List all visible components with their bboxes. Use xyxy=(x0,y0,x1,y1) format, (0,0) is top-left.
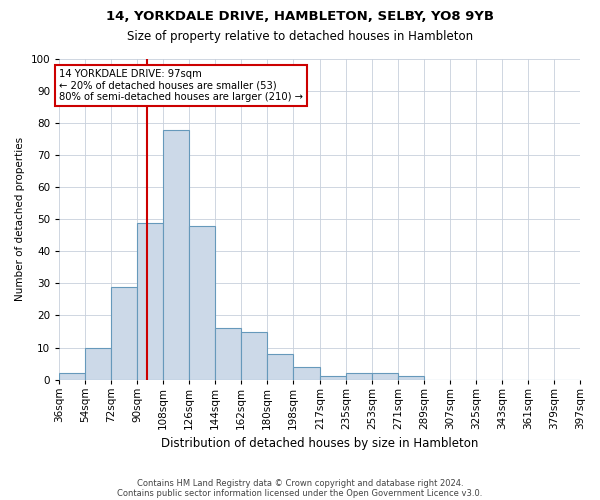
Bar xyxy=(137,222,163,380)
Bar xyxy=(111,286,137,380)
Text: 14 YORKDALE DRIVE: 97sqm
← 20% of detached houses are smaller (53)
80% of semi-d: 14 YORKDALE DRIVE: 97sqm ← 20% of detach… xyxy=(59,68,303,102)
Bar xyxy=(59,373,85,380)
Bar xyxy=(320,376,346,380)
Bar xyxy=(398,376,424,380)
Bar xyxy=(241,332,267,380)
X-axis label: Distribution of detached houses by size in Hambleton: Distribution of detached houses by size … xyxy=(161,437,478,450)
Bar xyxy=(372,373,398,380)
Bar xyxy=(163,130,189,380)
Bar xyxy=(85,348,111,380)
Bar xyxy=(267,354,293,380)
Text: Contains HM Land Registry data © Crown copyright and database right 2024.: Contains HM Land Registry data © Crown c… xyxy=(137,478,463,488)
Text: Size of property relative to detached houses in Hambleton: Size of property relative to detached ho… xyxy=(127,30,473,43)
Text: 14, YORKDALE DRIVE, HAMBLETON, SELBY, YO8 9YB: 14, YORKDALE DRIVE, HAMBLETON, SELBY, YO… xyxy=(106,10,494,23)
Text: Contains public sector information licensed under the Open Government Licence v3: Contains public sector information licen… xyxy=(118,488,482,498)
Bar xyxy=(293,367,320,380)
Bar xyxy=(215,328,241,380)
Y-axis label: Number of detached properties: Number of detached properties xyxy=(15,137,25,302)
Bar xyxy=(189,226,215,380)
Bar xyxy=(346,373,372,380)
